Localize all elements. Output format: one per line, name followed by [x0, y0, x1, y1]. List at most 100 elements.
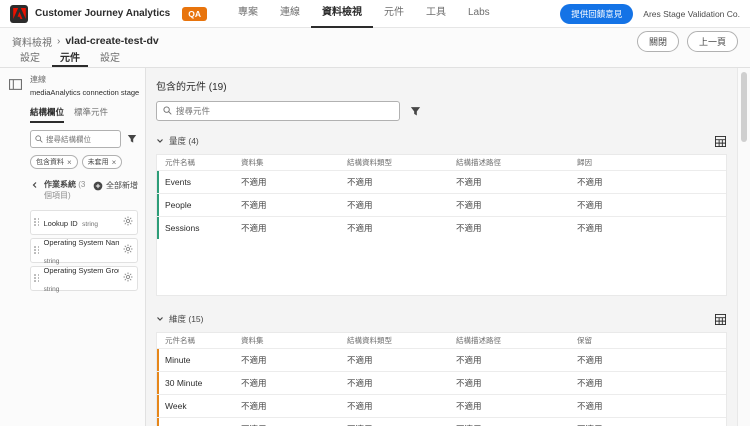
chip-remove-icon[interactable]: × — [67, 157, 72, 167]
close-button[interactable]: 關閉 — [636, 30, 679, 52]
cell-attribution: 不適用 — [577, 200, 603, 210]
dimensions-section-title: 維度 (15) — [169, 314, 204, 324]
gear-icon[interactable] — [123, 269, 133, 287]
col-component-name: 元件名稱 — [165, 336, 195, 345]
chip-label: 未套用 — [87, 159, 109, 166]
sidebar-search-input[interactable] — [46, 134, 116, 144]
gear-icon[interactable] — [123, 213, 133, 231]
sidebar-filter-icon[interactable] — [126, 133, 138, 145]
column-settings-icon[interactable] — [714, 313, 727, 326]
col-schema-data-type: 結構資料類型 — [347, 158, 392, 167]
cell-path: 不適用 — [456, 177, 482, 187]
sidebar-search-box — [30, 130, 121, 148]
scrollbar-thumb[interactable] — [741, 72, 747, 142]
chip-remove-icon[interactable]: × — [111, 157, 117, 167]
components-filter-icon[interactable] — [409, 105, 422, 118]
org-switcher[interactable]: Ares Stage Validation Co. — [643, 8, 740, 19]
field-card-os-name[interactable]: Operating System Name string — [30, 237, 138, 265]
drag-handle[interactable] — [34, 274, 40, 282]
cell-persistence: 不適用 — [577, 423, 702, 426]
nav-item-components[interactable]: 元件 — [383, 6, 404, 18]
search-icon — [163, 102, 172, 120]
components-search-input[interactable] — [176, 106, 393, 116]
cell-name: Week — [165, 401, 187, 411]
table-row-30-minute[interactable]: 30 Minute 不適用 不適用 不適用 不適用 — [157, 371, 726, 394]
metrics-section-header: 量度 (4) — [156, 132, 727, 150]
col-schema-path: 結構描述路徑 — [456, 158, 501, 167]
feedback-button[interactable]: 提供回饋意見 — [560, 3, 634, 24]
tab-schema-fields[interactable]: 結構欄位 — [30, 106, 65, 123]
chevron-left-icon[interactable] — [30, 180, 40, 190]
table-row-events[interactable]: Events 不適用 不適用 不適用 不適用 — [157, 170, 726, 193]
table-row-minute[interactable]: Minute 不適用 不適用 不適用 不適用 — [157, 348, 726, 371]
back-button[interactable]: 上一頁 — [686, 30, 738, 52]
top-app-bar: Customer Journey Analytics QA 專案 連線 資料檢視… — [0, 0, 750, 28]
page-title: vlad-create-test-dv — [65, 35, 159, 47]
col-schema-data-type: 結構資料類型 — [347, 336, 392, 345]
chip-contains-data[interactable]: 包含資料 × — [30, 155, 78, 169]
tab-configure[interactable]: 設定 — [20, 53, 40, 64]
drag-handle[interactable] — [34, 246, 40, 254]
qa-badge: QA — [182, 6, 207, 21]
add-all-button[interactable]: 全部新增 — [93, 180, 138, 191]
scrollbar-track[interactable] — [737, 68, 750, 426]
nav-item-connections[interactable]: 連線 — [279, 6, 300, 18]
table-row-people[interactable]: People 不適用 不適用 不適用 不適用 — [157, 193, 726, 216]
schema-field-list: Lookup ID string Operating System Name s… — [30, 209, 138, 293]
col-component-name: 元件名稱 — [165, 158, 195, 167]
dimensions-table: 元件名稱 資料集 結構資料類型 結構描述路徑 保留 Minute 不適用 不適用… — [156, 332, 727, 426]
nav-item-tools[interactable]: 工具 — [425, 6, 446, 18]
tab-settings[interactable]: 設定 — [100, 53, 120, 64]
cell-path: 不適用 — [456, 200, 482, 210]
column-settings-icon[interactable] — [714, 135, 727, 148]
main-content: 包含的元件 (19) 量度 (4) — [146, 68, 737, 426]
cell-type: 不適用 — [347, 200, 373, 210]
tab-components[interactable]: 元件 — [52, 51, 88, 67]
cell-path: 不適用 — [456, 355, 482, 365]
adobe-logo-icon[interactable] — [10, 4, 28, 23]
collapse-panel-icon[interactable] — [6, 75, 24, 93]
table-row-sessions[interactable]: Sessions 不適用 不適用 不適用 不適用 — [157, 216, 726, 239]
cell-attribution: 不適用 — [577, 223, 603, 233]
view-tabs: 設定 元件 設定 — [0, 51, 750, 68]
field-card-lookup-id[interactable]: Lookup ID string — [30, 209, 138, 235]
cell-type: 不適用 — [347, 423, 456, 426]
chevron-down-icon[interactable] — [156, 310, 164, 328]
cell-dataset: 不適用 — [241, 378, 267, 388]
cell-dataset: 不適用 — [241, 401, 267, 411]
field-group-title: 作業系統 (3 個項目) — [44, 180, 89, 202]
nav-item-labs[interactable]: Labs — [467, 6, 490, 18]
cell-dataset: 不適用 — [241, 423, 347, 426]
chevron-down-icon[interactable] — [156, 132, 164, 150]
cell-dataset: 不適用 — [241, 200, 267, 210]
gear-icon[interactable] — [123, 241, 133, 259]
cell-name: Month — [165, 424, 241, 426]
metrics-section-title: 量度 (4) — [169, 136, 199, 146]
field-meta: Operating System Name string — [44, 232, 120, 268]
header-actions: 關閉 上一頁 — [636, 30, 738, 52]
nav-item-projects[interactable]: 專案 — [237, 6, 258, 18]
cell-dataset: 不適用 — [241, 355, 267, 365]
cell-dataset: 不適用 — [241, 177, 267, 187]
nav-item-data-views[interactable]: 資料檢視 — [310, 0, 373, 28]
tab-standard-components[interactable]: 標準元件 — [74, 107, 109, 117]
table-row-week[interactable]: Week 不適用 不適用 不適用 不適用 — [157, 394, 726, 417]
drag-handle[interactable] — [34, 218, 40, 226]
breadcrumb-separator: › — [57, 35, 61, 47]
filter-chips: 包含資料 × 未套用 × — [30, 155, 138, 169]
cell-name: 30 Minute — [165, 378, 203, 388]
field-type: string — [43, 258, 60, 266]
field-card-os-group[interactable]: Operating System Group string — [30, 265, 138, 293]
field-type: string — [82, 221, 99, 229]
cell-name: Minute — [165, 355, 191, 365]
chip-not-applied[interactable]: 未套用 × — [81, 155, 123, 169]
field-meta: Operating System Group string — [44, 260, 120, 296]
included-components-title: 包含的元件 (19) — [156, 82, 227, 93]
breadcrumb-root[interactable]: 資料檢視 — [12, 37, 52, 49]
components-search-row — [156, 101, 727, 121]
cell-type: 不適用 — [347, 401, 373, 411]
cell-dataset: 不適用 — [241, 223, 267, 233]
table-row-month[interactable]: Month 不適用 不適用 不適用 不適用 — [157, 417, 726, 426]
cell-type: 不適用 — [347, 177, 373, 187]
